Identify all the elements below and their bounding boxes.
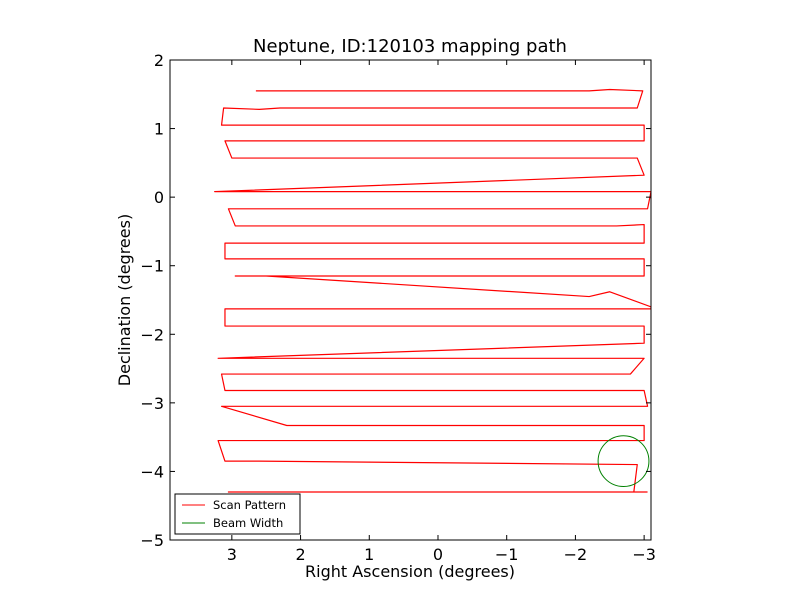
x-tick-label: 1 [364,545,374,564]
plot-content [214,88,651,493]
legend-box [174,493,301,535]
x-tick-label: −3 [632,545,656,564]
y-tick-label: −5 [140,531,164,550]
x-tick-label: −1 [495,545,519,564]
legend-label-scan-pattern: Scan Pattern [213,498,286,512]
legend-label-beam-width: Beam Width [213,516,283,530]
series-scan-pattern-line [214,88,651,493]
chart-title: Neptune, ID:120103 mapping path [253,36,567,57]
y-tick-label: 2 [154,51,164,70]
legend: Scan Pattern Beam Width [174,493,301,535]
y-tick-label: 1 [154,120,164,139]
y-tick-label: −2 [140,325,164,344]
x-axis-label: Right Ascension (degrees) [305,562,515,581]
y-axis-label: Declination (degrees) [115,214,134,386]
axis-ticks: 3 2 1 0 −1 −2 −3 2 1 0 −1 −2 −3 −4 −5 [140,51,656,564]
x-tick-label: 0 [433,545,443,564]
x-tick-label: 2 [295,545,305,564]
y-tick-label: −1 [140,257,164,276]
series-beam-width-circle [597,435,650,488]
x-tick-label: −2 [564,545,588,564]
plot-frame [169,59,652,541]
x-tick-label: 3 [227,545,237,564]
y-tick-label: −3 [140,394,164,413]
y-tick-label: 0 [154,188,164,207]
y-tick-label: −4 [140,462,164,481]
